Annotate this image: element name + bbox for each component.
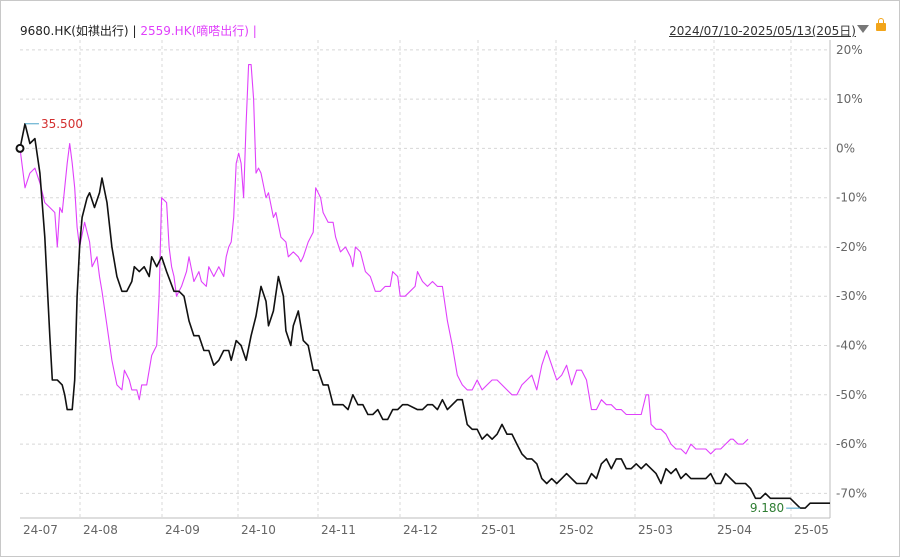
y-axis-ticks: 20% 10% 0% -10% -20% -30% -40% -50% -60% -70% (836, 43, 867, 501)
legend-series-2559[interactable]: 2559.HK(嘀嗒出行) | (140, 24, 257, 38)
x-tick-label: 24-07 (23, 523, 58, 537)
x-tick-label: 25-02 (559, 523, 594, 537)
x-tick-label: 24-08 (83, 523, 118, 537)
chart-header: 9680.HK(如祺出行) | 2559.HK(嘀嗒出行) | 2024/07/… (0, 0, 900, 40)
y-tick-label: 20% (836, 43, 863, 57)
y-tick-label: -70% (836, 486, 867, 500)
start-marker (15, 143, 25, 153)
x-tick-label: 24-10 (241, 523, 276, 537)
series-lines (19, 64, 830, 509)
grid-lines (20, 40, 831, 519)
caret-down-icon[interactable] (857, 25, 869, 33)
x-tick-label: 24-11 (321, 523, 356, 537)
lock-icon[interactable] (876, 18, 886, 31)
y-tick-label: -20% (836, 240, 867, 254)
x-tick-label: 25-05 (794, 523, 829, 537)
legend-series-9680[interactable]: 9680.HK(如祺出行) (20, 24, 129, 38)
y-tick-label: -30% (836, 289, 867, 303)
y-tick-label: 10% (836, 92, 863, 106)
x-axis-ticks: 24-07 24-08 24-09 24-10 24-11 24-12 25-01 25-02… (23, 523, 829, 537)
series-line-9680 (19, 123, 830, 509)
min-value-label: 9.180 (750, 501, 784, 515)
y-tick-label: -50% (836, 388, 867, 402)
y-tick-label: 0% (836, 141, 855, 155)
x-tick-label: 24-12 (403, 523, 438, 537)
date-range-selector[interactable]: 2024/07/10-2025/05/13(205日) (669, 24, 856, 38)
y-tick-label: -60% (836, 437, 867, 451)
x-tick-label: 25-03 (638, 523, 673, 537)
x-tick-label: 25-01 (481, 523, 516, 537)
series-line-2559 (19, 64, 749, 455)
max-value-label: 35.500 (41, 117, 83, 131)
legend-separator: | (132, 24, 137, 38)
y-tick-label: -10% (836, 191, 867, 205)
y-tick-label: -40% (836, 339, 867, 353)
x-tick-label: 24-09 (165, 523, 200, 537)
x-tick-label: 25-04 (717, 523, 752, 537)
annotations: 35.500 9.180 (15, 117, 801, 515)
legend: 9680.HK(如祺出行) | 2559.HK(嘀嗒出行) | (20, 22, 257, 39)
